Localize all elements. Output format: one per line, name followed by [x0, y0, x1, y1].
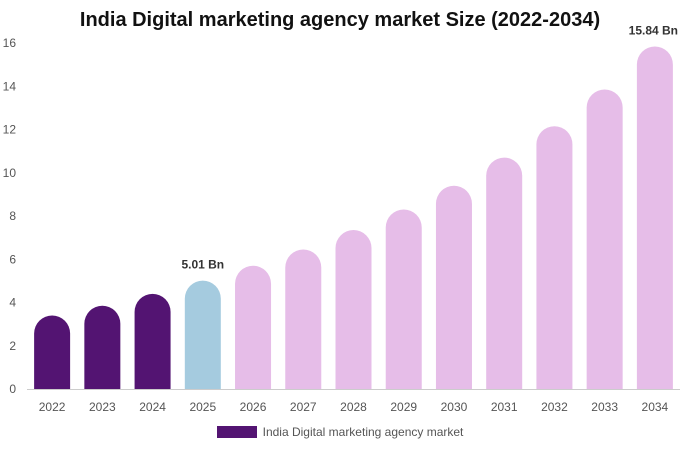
bar-2031 [486, 157, 523, 389]
bar-2034 [636, 46, 673, 390]
bar-2025 [184, 280, 221, 389]
legend-swatch [216, 426, 257, 438]
bar-2030 [435, 185, 472, 389]
bar-2027 [285, 249, 322, 389]
x-tick-label: 2027 [290, 400, 317, 414]
y-tick-label: 0 [9, 382, 16, 396]
x-tick-label: 2032 [541, 400, 568, 414]
bar-2023 [84, 305, 121, 389]
data-label-2034: 15.84 Bn [629, 23, 678, 37]
y-tick-label: 8 [9, 209, 16, 223]
x-tick-label: 2026 [240, 400, 267, 414]
bar-2028 [335, 230, 372, 389]
x-tick-label: 2022 [39, 400, 66, 414]
y-tick-label: 16 [3, 36, 17, 50]
x-tick-label: 2029 [390, 400, 417, 414]
y-tick-label: 6 [9, 252, 16, 266]
bar-2032 [536, 126, 573, 389]
x-tick-label: 2034 [642, 400, 669, 414]
data-label-2025: 5.01 Bn [181, 258, 224, 272]
x-tick-label: 2030 [441, 400, 468, 414]
x-tick-label: 2023 [89, 400, 116, 414]
bar-2029 [385, 209, 422, 389]
x-tick-label: 2024 [139, 400, 166, 414]
bar-2026 [235, 265, 272, 389]
bar-2024 [134, 293, 171, 389]
x-tick-label: 2031 [491, 400, 518, 414]
chart-title: India Digital marketing agency market Si… [79, 9, 601, 31]
data-labels: 5.01 Bn 15.84 Bn [181, 23, 678, 271]
x-tick-label: 2028 [340, 400, 367, 414]
y-tick-label: 4 [9, 296, 16, 310]
y-tick-label: 10 [3, 166, 17, 180]
y-tick-label: 2 [9, 339, 16, 353]
y-tick-label: 14 [3, 79, 17, 93]
y-axis: 0 2 4 6 8 10 12 14 16 [3, 36, 17, 396]
bar-2022 [34, 315, 71, 389]
bar-2033 [586, 89, 623, 390]
x-tick-label: 2033 [591, 400, 618, 414]
legend: India Digital marketing agency market [0, 425, 680, 439]
bars [34, 46, 673, 390]
legend-label: India Digital marketing agency market [262, 425, 464, 439]
y-tick-label: 12 [3, 123, 17, 137]
x-tick-label: 2025 [189, 400, 216, 414]
x-axis: 2022 2023 2024 2025 2026 2027 2028 2029 2030 2031… [39, 400, 669, 414]
